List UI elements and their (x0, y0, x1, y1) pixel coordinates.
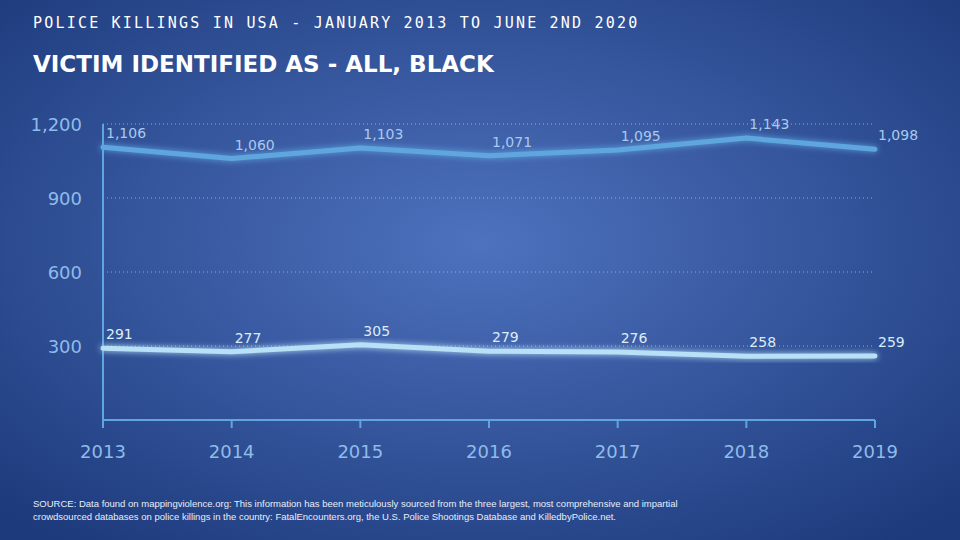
title: POLICE KILLINGS IN USA - JANUARY 2013 TO… (33, 14, 639, 32)
grid-line (103, 198, 875, 199)
x-tick-label: 2018 (723, 441, 769, 462)
x-tick (102, 420, 104, 428)
x-tick (359, 420, 361, 428)
data-label: 1,095 (621, 128, 661, 144)
series-line (103, 138, 875, 158)
y-tick-label: 300 (48, 336, 82, 357)
x-tick-label: 2019 (852, 441, 898, 462)
subtitle: VICTIM IDENTIFIED AS - ALL, BLACK (33, 51, 495, 77)
grid-line (103, 272, 875, 273)
x-tick (488, 420, 490, 428)
x-tick (874, 420, 876, 428)
y-tick-label: 600 (48, 262, 82, 283)
data-label: 1,103 (363, 126, 403, 142)
y-tick-label: 900 (48, 188, 82, 209)
source-note: SOURCE: Data found on mappingviolence.or… (33, 497, 683, 523)
x-tick-label: 2017 (595, 441, 641, 462)
data-label: 1,143 (749, 116, 789, 132)
x-tick (617, 420, 619, 428)
x-tick (231, 420, 233, 428)
y-tick-label: 1,200 (30, 114, 82, 135)
data-label: 1,098 (878, 127, 918, 143)
data-label: 258 (749, 334, 776, 350)
x-tick (745, 420, 747, 428)
data-label: 291 (106, 326, 133, 342)
x-tick-label: 2013 (80, 441, 126, 462)
data-label: 279 (492, 329, 519, 345)
data-label: 1,106 (106, 125, 146, 141)
x-tick-label: 2015 (337, 441, 383, 462)
x-tick-label: 2014 (209, 441, 255, 462)
data-label: 1,071 (492, 134, 532, 150)
x-tick-label: 2016 (466, 441, 512, 462)
data-label: 259 (878, 334, 905, 350)
y-axis (102, 124, 104, 420)
data-label: 1,060 (235, 137, 275, 153)
data-label: 276 (621, 330, 648, 346)
data-label: 305 (363, 323, 390, 339)
plot-lines (103, 138, 875, 356)
data-label: 277 (235, 330, 262, 346)
background (0, 0, 960, 540)
